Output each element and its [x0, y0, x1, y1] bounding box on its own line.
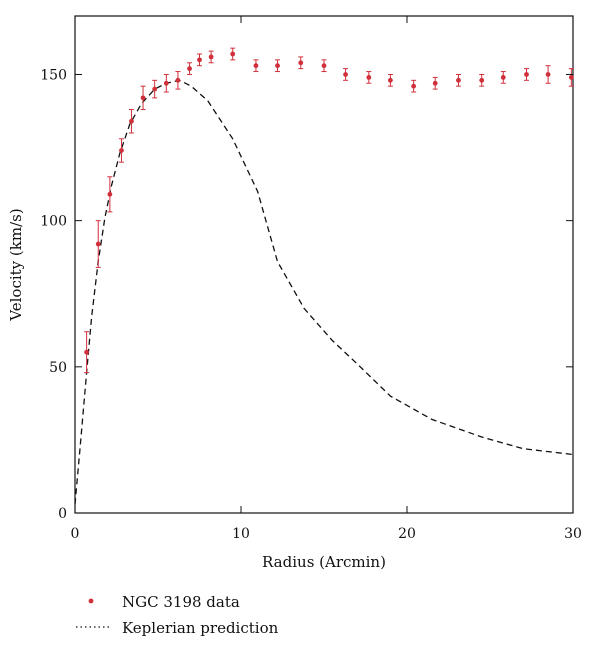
data-point — [500, 71, 506, 84]
data-point — [152, 79, 158, 99]
data-point-marker — [107, 191, 113, 197]
data-point-marker — [343, 72, 348, 77]
x-tick-label: 20 — [398, 526, 416, 542]
y-tick-label: 50 — [49, 360, 67, 376]
data-point-marker — [321, 63, 327, 69]
legend-label-keplerian: Keplerian prediction — [122, 619, 279, 637]
keplerian-prediction-line — [74, 79, 574, 505]
x-axis-title: Radius (Arcmin) — [262, 553, 386, 571]
data-point — [107, 176, 113, 213]
data-point — [366, 71, 372, 84]
data-point-marker — [175, 77, 181, 83]
data-point — [253, 59, 259, 73]
data-point-marker — [187, 66, 192, 72]
data-point-marker — [152, 86, 158, 92]
plot-frame — [74, 15, 574, 514]
data-point-marker — [84, 349, 90, 355]
data-point — [163, 73, 169, 93]
y-tick-label: 150 — [40, 67, 67, 83]
data-point-marker — [129, 118, 134, 124]
data-point — [479, 73, 485, 87]
data-point — [208, 50, 214, 64]
data-point-marker — [411, 83, 417, 89]
data-point — [545, 65, 551, 84]
data-point — [84, 331, 90, 374]
data-point — [175, 71, 181, 90]
data-points-layer — [84, 47, 574, 374]
x-tick-label: 0 — [71, 526, 80, 542]
data-point-marker — [568, 74, 574, 80]
legend-marker-ngc3198 — [88, 598, 94, 604]
legend: NGC 3198 data Keplerian prediction — [76, 593, 279, 637]
data-point-marker — [298, 60, 304, 66]
y-tick-label: 0 — [58, 506, 67, 522]
plot-area: 0 10 20 30 0 50 100 150 — [40, 15, 582, 542]
data-point-marker — [456, 77, 461, 83]
data-point — [298, 56, 304, 70]
data-point-marker — [524, 72, 529, 77]
data-point-marker — [388, 77, 393, 83]
data-point-marker — [545, 72, 551, 77]
y-axis-title: Velocity (km/s) — [7, 208, 25, 321]
data-point-marker — [208, 54, 214, 60]
data-point-marker — [163, 80, 169, 86]
data-point — [275, 59, 281, 73]
data-point-marker — [479, 77, 485, 83]
data-point — [118, 138, 124, 163]
legend-label-ngc3198: NGC 3198 data — [122, 593, 240, 611]
y-tick-label: 100 — [40, 214, 67, 230]
data-point — [455, 73, 461, 87]
data-point — [140, 85, 146, 111]
data-point — [387, 73, 393, 87]
data-point — [568, 68, 574, 87]
data-point-marker — [95, 241, 101, 247]
data-point-marker — [230, 51, 236, 57]
keplerian-curve-layer — [74, 79, 574, 505]
data-point-marker — [366, 74, 372, 80]
data-point-marker — [500, 74, 506, 80]
data-point — [321, 59, 327, 73]
data-point — [230, 47, 236, 61]
data-point — [432, 76, 438, 90]
ticks-layer: 0 10 20 30 0 50 100 150 — [40, 16, 582, 542]
data-point-marker — [140, 95, 146, 101]
data-point-marker — [119, 148, 124, 153]
data-point-marker — [253, 63, 259, 69]
data-point-marker — [432, 80, 438, 86]
data-point-marker — [197, 57, 202, 63]
x-tick-label: 30 — [564, 526, 582, 542]
data-point — [411, 79, 417, 93]
data-point — [343, 68, 349, 81]
data-point-marker — [275, 63, 280, 69]
data-point — [128, 109, 134, 134]
data-point — [187, 62, 193, 75]
x-tick-label: 10 — [232, 526, 250, 542]
data-point — [95, 220, 101, 268]
data-point — [524, 68, 530, 81]
data-point — [197, 53, 202, 67]
